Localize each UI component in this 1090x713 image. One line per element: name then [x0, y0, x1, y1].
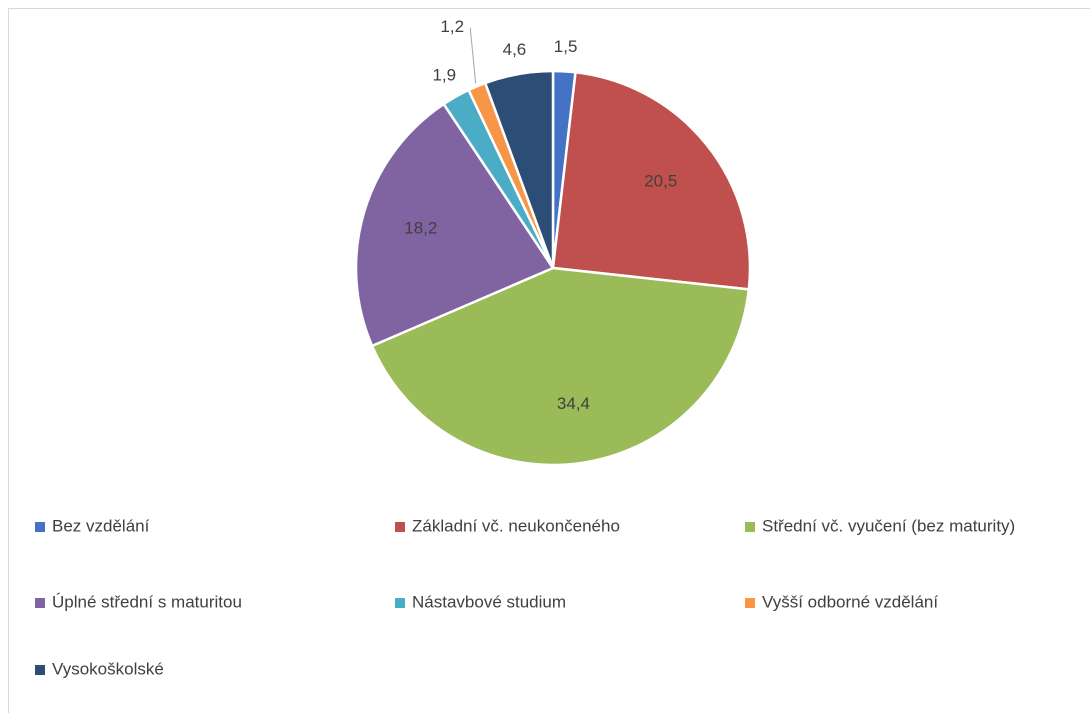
legend-swatch: [35, 665, 45, 675]
data-label: 18,2: [404, 218, 437, 237]
pie-slice: [483, 69, 555, 269]
legend-swatch: [35, 598, 45, 608]
pie-slice: [551, 70, 752, 291]
legend-swatch: [745, 598, 755, 608]
pie-slice: [370, 266, 751, 467]
data-label: 1,9: [432, 65, 456, 84]
legend-label: Úplné střední s maturitou: [52, 592, 242, 611]
data-label: 4,6: [503, 40, 527, 59]
legend-swatch: [395, 598, 405, 608]
data-label: 34,4: [557, 394, 590, 413]
legend-label: Bez vzdělání: [52, 516, 150, 535]
legend-swatch: [745, 522, 755, 532]
pie-slice: [354, 102, 555, 348]
legend-label: Vyšší odborné vzdělání: [762, 592, 938, 611]
legend-label: Nástavbové studium: [412, 592, 566, 611]
legend-label: Vysokoškolské: [52, 659, 164, 678]
data-label: 1,2: [440, 17, 464, 36]
legend-label: Střední vč. vyučení (bez maturity): [762, 516, 1015, 535]
data-label: 1,5: [554, 37, 578, 56]
data-label: 20,5: [644, 171, 677, 190]
leader-line: [469, 27, 477, 84]
legend-label: Základní vč. neukončeného: [412, 516, 620, 535]
legend-swatch: [35, 522, 45, 532]
legend-swatch: [395, 522, 405, 532]
